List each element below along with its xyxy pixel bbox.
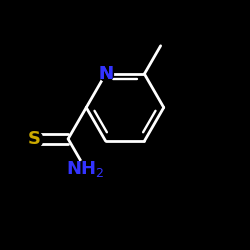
Text: S: S xyxy=(28,130,41,148)
Text: N: N xyxy=(98,65,113,83)
Text: NH$_2$: NH$_2$ xyxy=(66,159,105,179)
Text: N: N xyxy=(98,65,113,83)
